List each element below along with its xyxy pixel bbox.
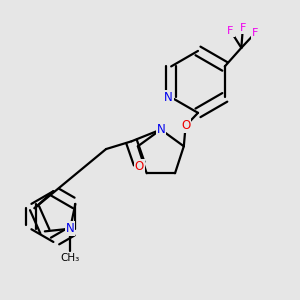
Text: O: O [181,119,190,132]
Text: CH₃: CH₃ [61,253,80,263]
Text: N: N [157,123,165,136]
Text: N: N [164,91,173,104]
Text: F: F [240,23,246,33]
Text: N: N [66,222,74,235]
Text: O: O [134,160,144,172]
Text: F: F [227,26,234,36]
Text: F: F [252,28,259,38]
